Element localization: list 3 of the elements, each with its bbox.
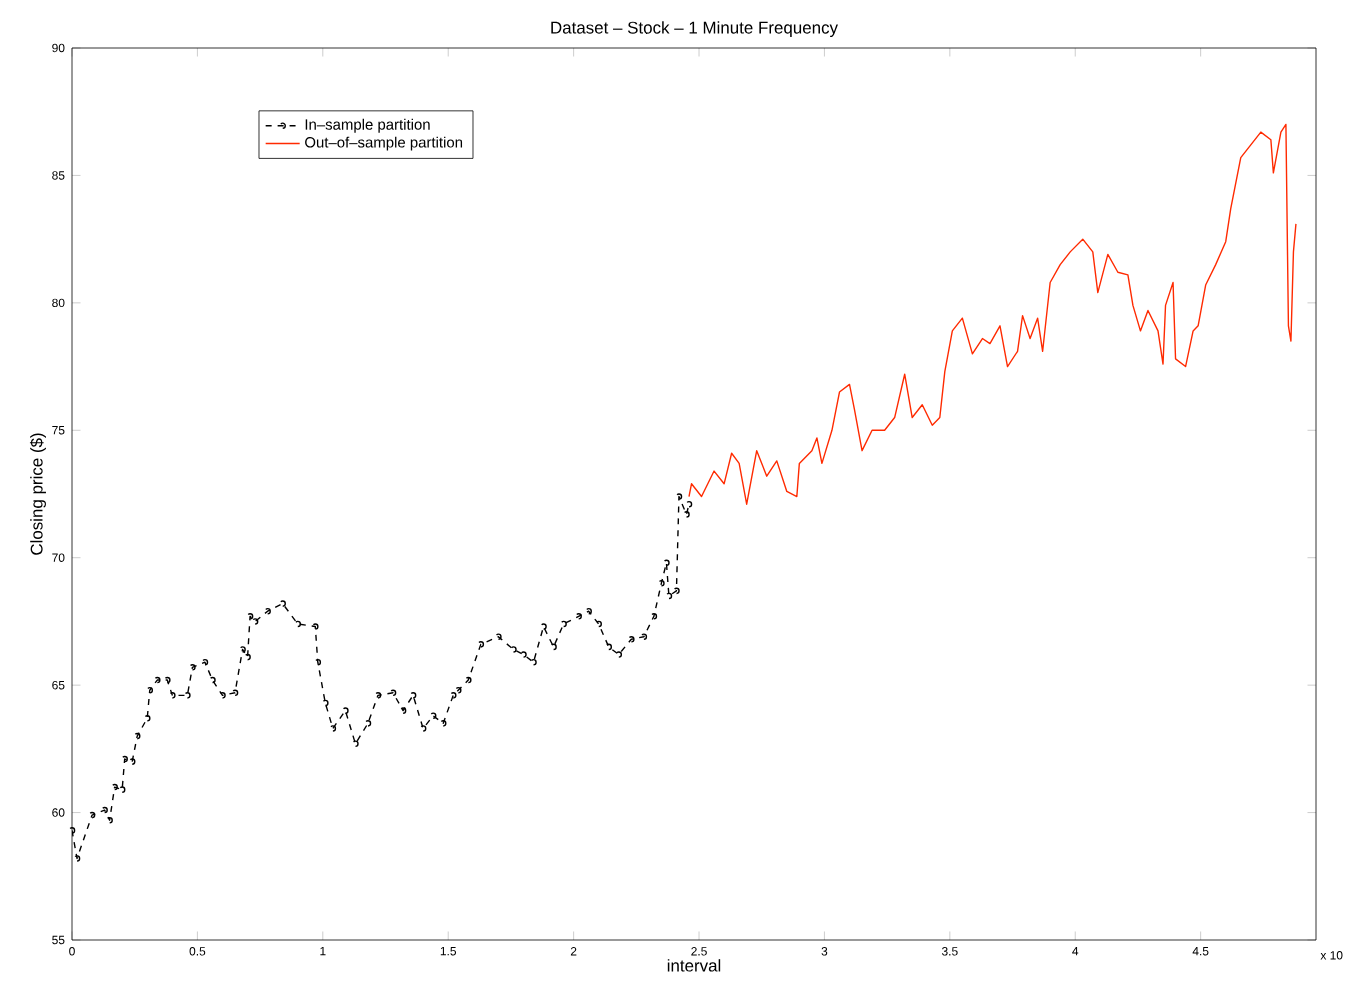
- chart-title: Dataset – Stock – 1 Minute Frequency: [551, 21, 838, 37]
- y-axis-title: Closing price ($): [29, 433, 46, 555]
- x-axis-title: interval: [667, 959, 721, 972]
